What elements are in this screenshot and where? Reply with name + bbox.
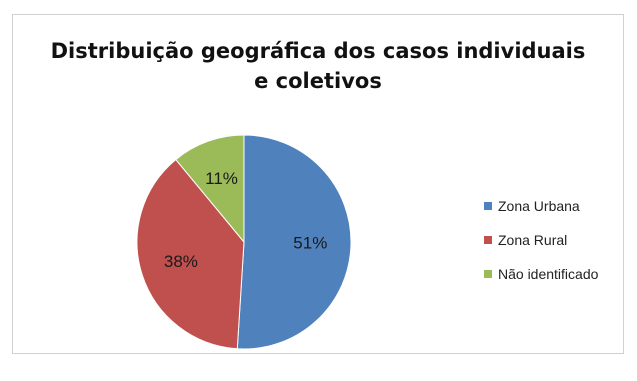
legend-swatch-nao-identificado bbox=[484, 270, 492, 278]
legend-label-zona-rural: Zona Rural bbox=[498, 232, 568, 248]
legend-item-zona-urbana: Zona Urbana bbox=[484, 196, 598, 216]
data-label-nao-identificado: 11% bbox=[205, 169, 238, 188]
chart-title-line-1: Distribuição geográfica dos casos indivi… bbox=[50, 39, 586, 63]
legend-item-nao-identificado: Não identificado bbox=[484, 264, 598, 284]
data-label-zona-urbana: 51% bbox=[293, 234, 327, 253]
chart-title: Distribuição geográfica dos casos indivi… bbox=[12, 36, 624, 96]
legend-label-zona-urbana: Zona Urbana bbox=[498, 198, 580, 214]
chart-title-line-2: e coletivos bbox=[254, 69, 382, 93]
data-label-zona-rural: 38% bbox=[164, 252, 198, 271]
legend-label-nao-identificado: Não identificado bbox=[498, 266, 599, 282]
pie-slice-nao-identificado bbox=[175, 134, 245, 244]
legend-swatch-zona-urbana bbox=[484, 202, 492, 210]
pie-slice-zona-rural bbox=[136, 158, 245, 350]
pie-slice-zona-urbana bbox=[236, 134, 352, 350]
chart-legend: Zona Urbana Zona Rural Não identificado bbox=[484, 196, 598, 298]
legend-item-zona-rural: Zona Rural bbox=[484, 230, 598, 250]
legend-swatch-zona-rural bbox=[484, 236, 492, 244]
